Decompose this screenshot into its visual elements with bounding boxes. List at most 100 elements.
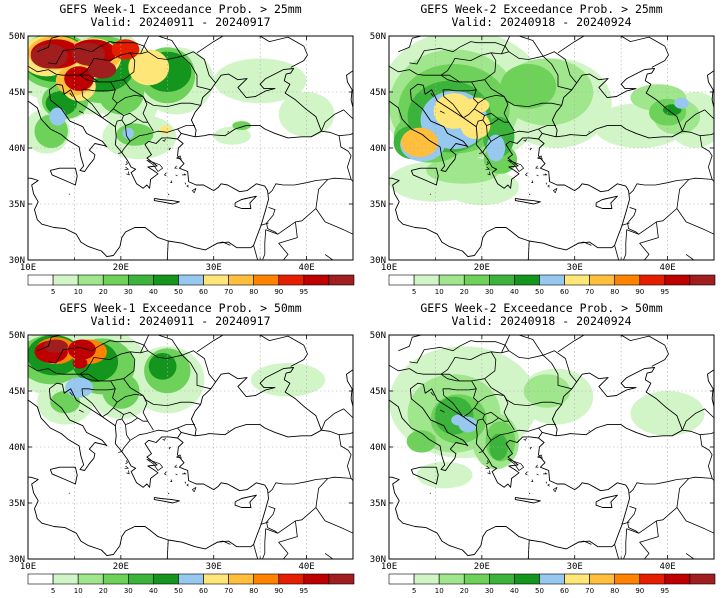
probability-area (630, 391, 705, 436)
longitude-label: 30E (206, 263, 222, 273)
colorbar-swatch (102, 274, 129, 286)
colorbar-swatch (489, 274, 515, 286)
colorbar-swatch (77, 274, 104, 286)
panel-title: GEFS Week-2 Exceedance Prob. > 50mm (420, 301, 663, 315)
colorbar-swatch (564, 573, 590, 585)
colorbar-tick-label: 95 (299, 587, 308, 595)
latitude-label: 50N (9, 331, 25, 341)
graticule (389, 335, 714, 559)
probability-area (72, 357, 88, 369)
coastlines-borders (389, 36, 714, 260)
colorbar-swatch (278, 573, 305, 585)
colorbar-tick-label: 40 (149, 587, 158, 595)
colorbar-tick-label: 90 (274, 587, 283, 595)
colorbar-swatch (589, 573, 615, 585)
latitude-label: 45N (9, 387, 25, 397)
colorbar-tick-label: 20 (99, 288, 108, 296)
map-content (389, 335, 714, 559)
colorbar-swatch (153, 274, 179, 286)
colorbar-tick-label: 70 (224, 587, 233, 595)
panel-valid-dates: Valid: 20240911 - 20240917 (90, 314, 271, 328)
latitude-label: 30N (370, 256, 386, 266)
probability-area (88, 60, 117, 79)
latitude-label: 30N (9, 555, 25, 565)
latitude-label: 40N (9, 144, 25, 154)
panel-title: GEFS Week-1 Exceedance Prob. > 50mm (59, 301, 302, 315)
probability-area (65, 377, 93, 398)
colorbar-tick-label: 80 (610, 288, 619, 296)
colorbar-swatch (153, 573, 179, 585)
colorbar-tick-label: 95 (299, 288, 308, 296)
panel-valid-dates: Valid: 20240911 - 20240917 (90, 15, 271, 29)
colorbar-swatch (614, 274, 641, 286)
latitude-label: 45N (370, 88, 386, 98)
colorbar-tick-label: 30 (485, 288, 494, 296)
colorbar: 5 10 20 30 40 50 60 70 80 90 95 (27, 573, 355, 595)
colorbar-tick-label: 50 (535, 288, 544, 296)
colorbar-swatch (253, 573, 280, 585)
probability-area (523, 374, 571, 408)
colorbar-swatch (664, 573, 691, 585)
probability-area (159, 125, 171, 135)
coastlines-borders (28, 335, 353, 559)
probability-shading (28, 335, 326, 425)
graticule (28, 36, 353, 260)
longitude-label: 30E (567, 562, 583, 572)
colorbar-tick-label: 30 (124, 587, 133, 595)
colorbar-swatch (388, 573, 415, 585)
colorbar-swatch (689, 573, 716, 585)
longitude-label: 40E (659, 562, 675, 572)
longitude-label: 30E (206, 562, 222, 572)
probability-area (122, 127, 134, 139)
colorbar: 5 10 20 30 40 50 60 70 80 90 95 (388, 274, 716, 296)
colorbar-swatch (639, 573, 666, 585)
colorbar-tick-label: 50 (174, 587, 183, 595)
colorbar-tick-label: 80 (249, 288, 258, 296)
colorbar: 5 10 20 30 40 50 60 70 80 90 95 (388, 573, 716, 595)
colorbar-swatch (664, 274, 691, 286)
colorbar-swatch (514, 274, 540, 286)
colorbar-tick-label: 30 (485, 587, 494, 595)
graticule (389, 36, 714, 260)
colorbar-tick-label: 10 (74, 587, 83, 595)
longitude-label: 40E (298, 562, 314, 572)
colorbar-swatch (564, 274, 590, 286)
colorbar-tick-label: 90 (635, 587, 644, 595)
colorbar-tick-label: 80 (610, 587, 619, 595)
longitude-label: 10E (381, 562, 397, 572)
colorbar-tick-label: 70 (585, 288, 594, 296)
panel-valid-dates: Valid: 20240918 - 20240924 (451, 314, 632, 328)
latitude-label: 30N (9, 256, 25, 266)
map-content (389, 36, 714, 260)
probability-area (50, 391, 80, 414)
probability-area (500, 64, 557, 109)
longitude-label: 40E (659, 263, 675, 273)
latitude-label: 50N (370, 331, 386, 341)
map-panel-week1-50mm: GEFS Week-1 Exceedance Prob. > 50mm Vali… (0, 299, 361, 598)
colorbar-swatch (178, 274, 204, 286)
longitude-label: 10E (20, 263, 36, 273)
latitude-label: 50N (9, 32, 25, 42)
colorbar-tick-label: 10 (435, 587, 444, 595)
colorbar-swatch (328, 274, 355, 286)
colorbar-tick-label: 80 (249, 587, 258, 595)
colorbar-swatch (278, 274, 305, 286)
probability-area (278, 92, 335, 137)
colorbar-tick-label: 10 (74, 288, 83, 296)
panel-title: GEFS Week-2 Exceedance Prob. > 25mm (420, 2, 663, 16)
colorbar-swatch (228, 573, 254, 585)
panel-valid-dates: Valid: 20240918 - 20240924 (451, 15, 632, 29)
colorbar-swatch (303, 573, 330, 585)
colorbar-tick-label: 60 (560, 587, 569, 595)
colorbar-tick-label: 60 (199, 288, 208, 296)
colorbar-tick-label: 30 (124, 288, 133, 296)
graticule (28, 335, 353, 559)
map-panel-week2-25mm: GEFS Week-2 Exceedance Prob. > 25mm Vali… (361, 0, 722, 299)
latitude-label: 35N (370, 499, 386, 509)
probability-area (674, 97, 689, 109)
probability-area (465, 97, 490, 114)
map-content (28, 36, 353, 260)
colorbar-tick-label: 10 (435, 288, 444, 296)
